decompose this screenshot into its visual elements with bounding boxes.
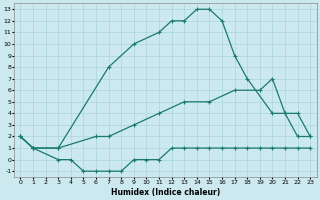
X-axis label: Humidex (Indice chaleur): Humidex (Indice chaleur) bbox=[111, 188, 220, 197]
